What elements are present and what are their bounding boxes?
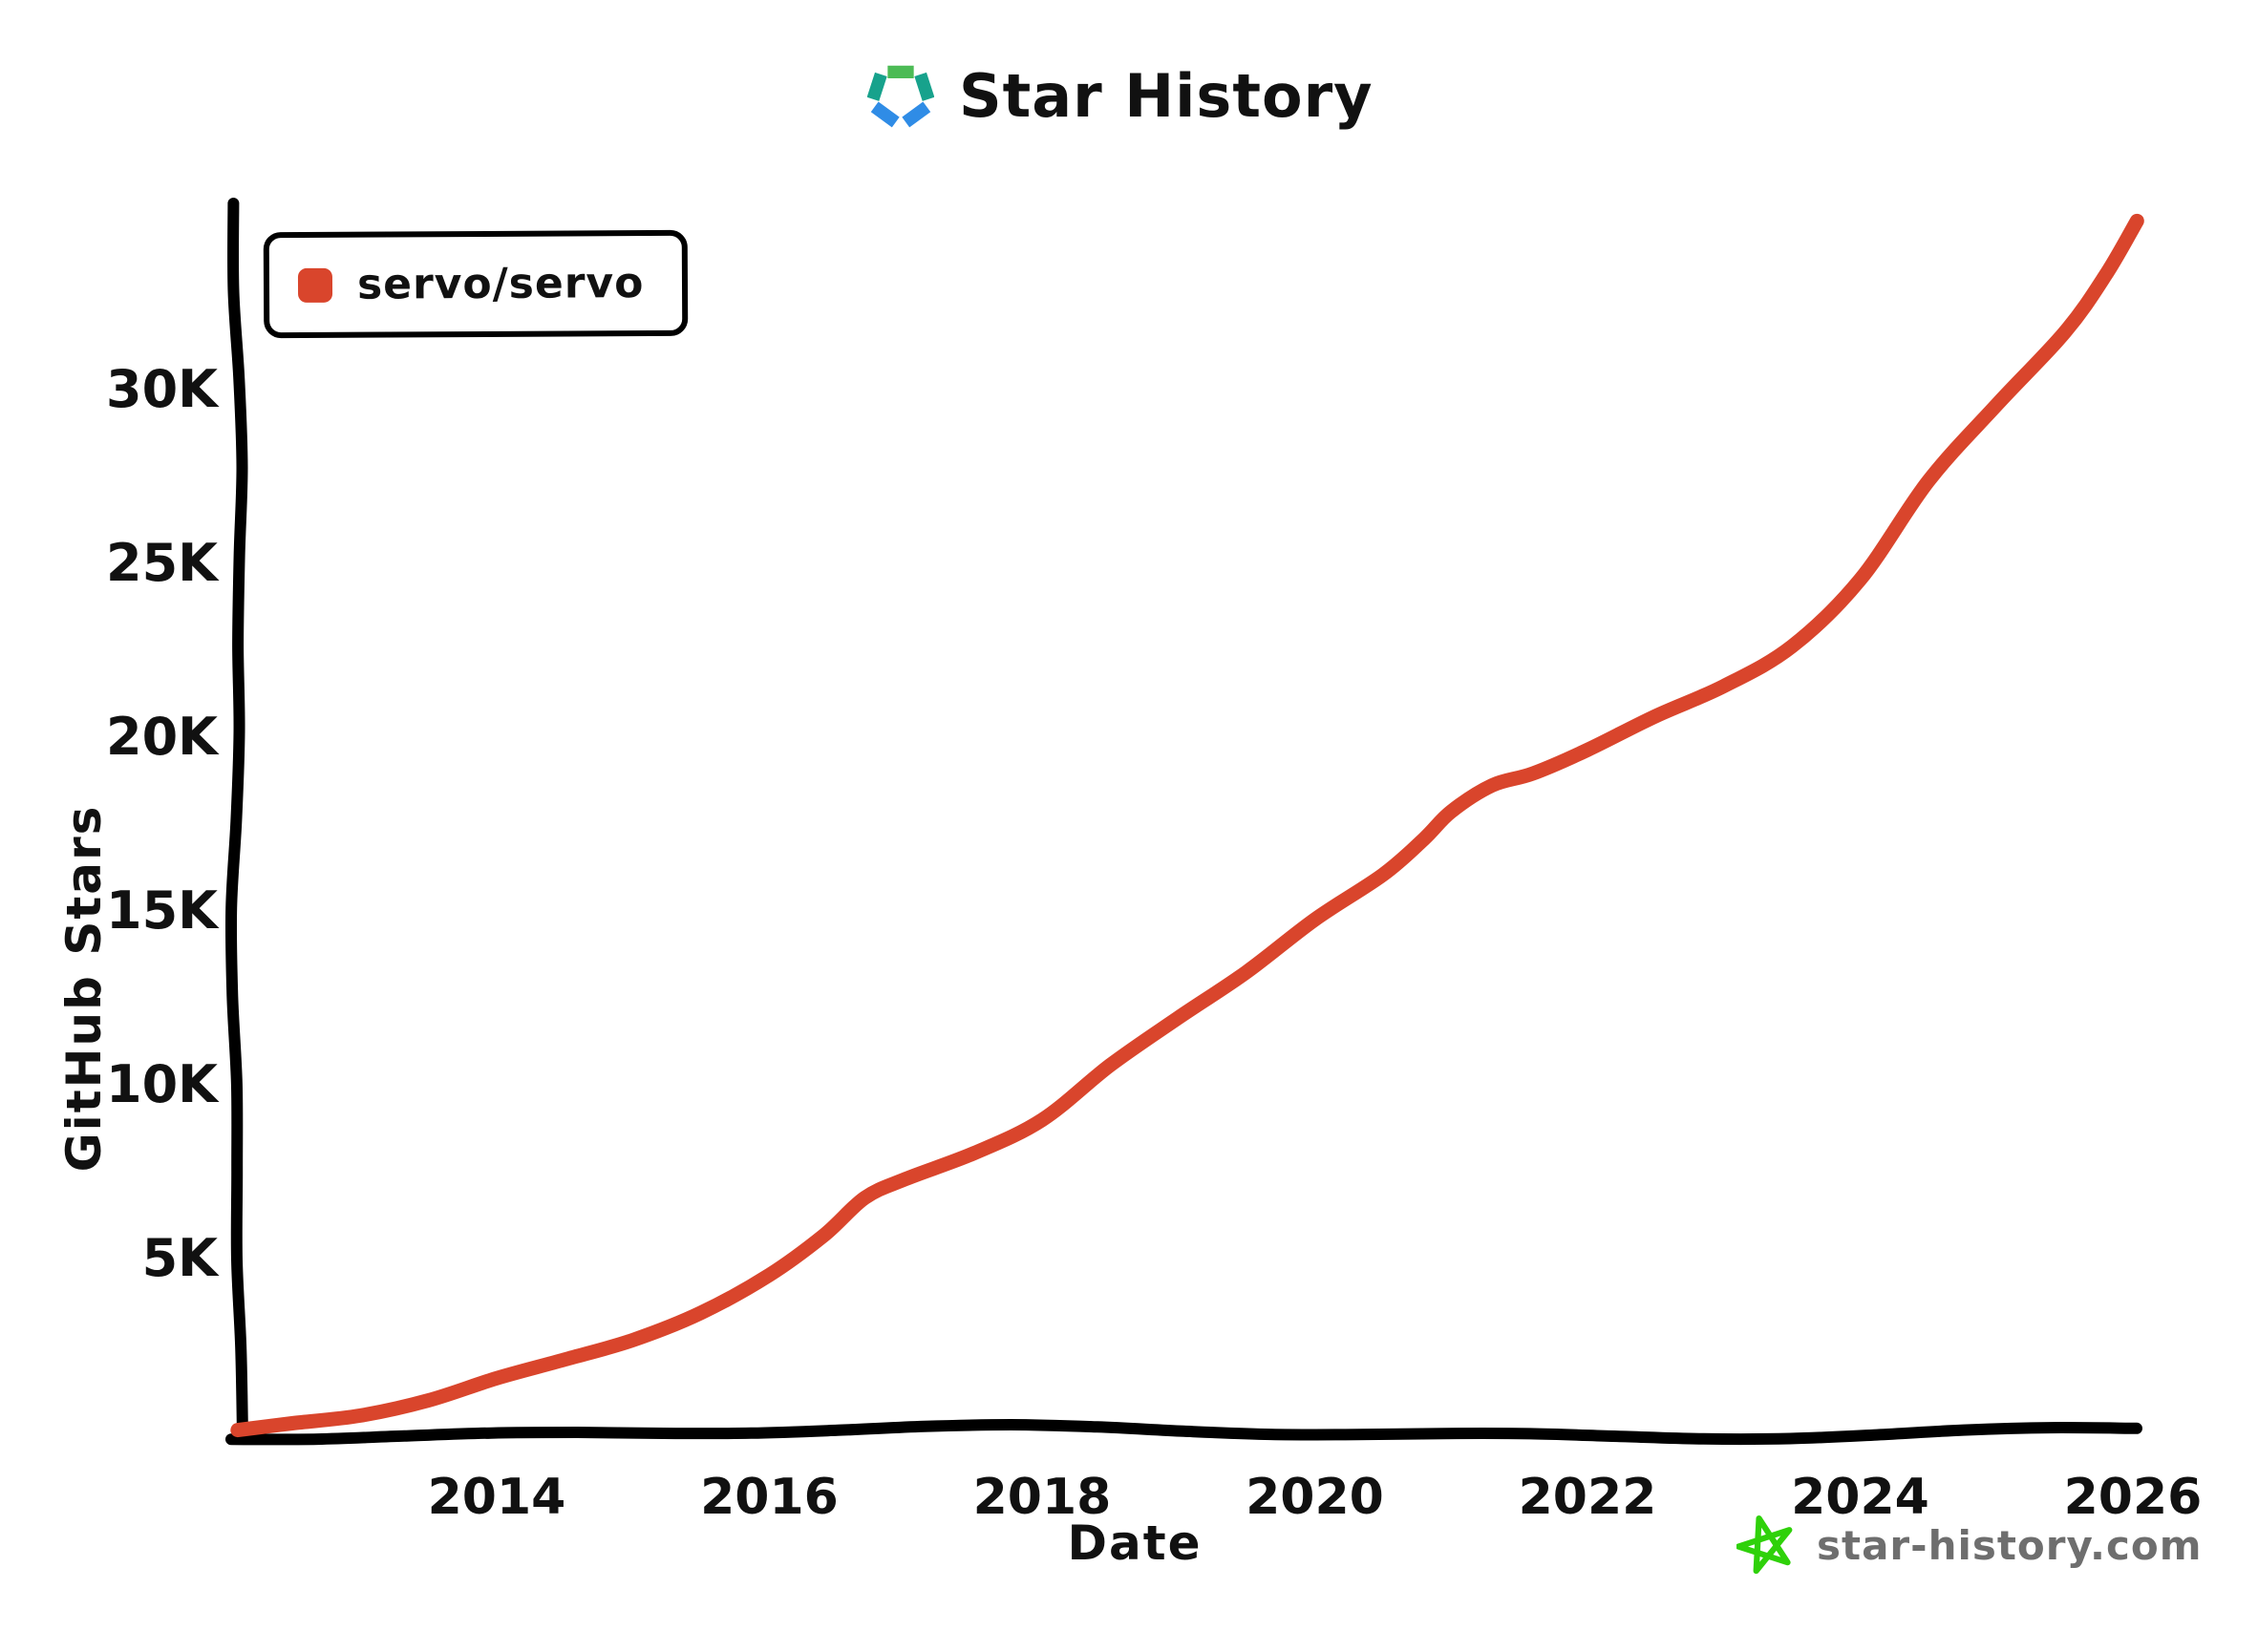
y-tick-label: 30K <box>106 359 220 419</box>
x-tick-label: 2014 <box>428 1469 566 1526</box>
y-tick-label: 20K <box>106 707 220 767</box>
star-history-logo-icon <box>867 65 934 128</box>
y-tick-label: 10K <box>106 1054 220 1114</box>
x-tick-label: 2018 <box>973 1469 1112 1526</box>
x-axis-title: Date <box>1067 1515 1203 1571</box>
y-axis-line <box>224 198 248 1442</box>
x-axis-line <box>225 1418 2142 1446</box>
page-title: Star History <box>959 60 1374 131</box>
y-tick-label: 25K <box>106 533 220 593</box>
footer: star-history.com <box>1736 1507 2203 1583</box>
header: Star History <box>867 55 1374 136</box>
footer-site-link[interactable]: star-history.com <box>1817 1521 2203 1569</box>
series-line-servo-servo <box>230 213 2144 1438</box>
x-tick-label: 2022 <box>1519 1469 1657 1526</box>
x-tick-label: 2026 <box>2064 1469 2203 1526</box>
legend-box[interactable]: servo/servo <box>263 229 689 339</box>
legend-marker-servo <box>297 267 333 303</box>
x-tick-label: 2020 <box>1246 1469 1384 1526</box>
x-tick-label: 2016 <box>700 1469 839 1526</box>
legend-series-label: servo/servo <box>356 259 645 309</box>
y-tick-label: 5K <box>142 1228 221 1288</box>
x-tick-label: 2024 <box>1791 1469 1929 1526</box>
y-axis-title: GitHub Stars <box>56 804 112 1173</box>
star-icon <box>1736 1515 1793 1575</box>
y-tick-label: 15K <box>106 880 220 941</box>
